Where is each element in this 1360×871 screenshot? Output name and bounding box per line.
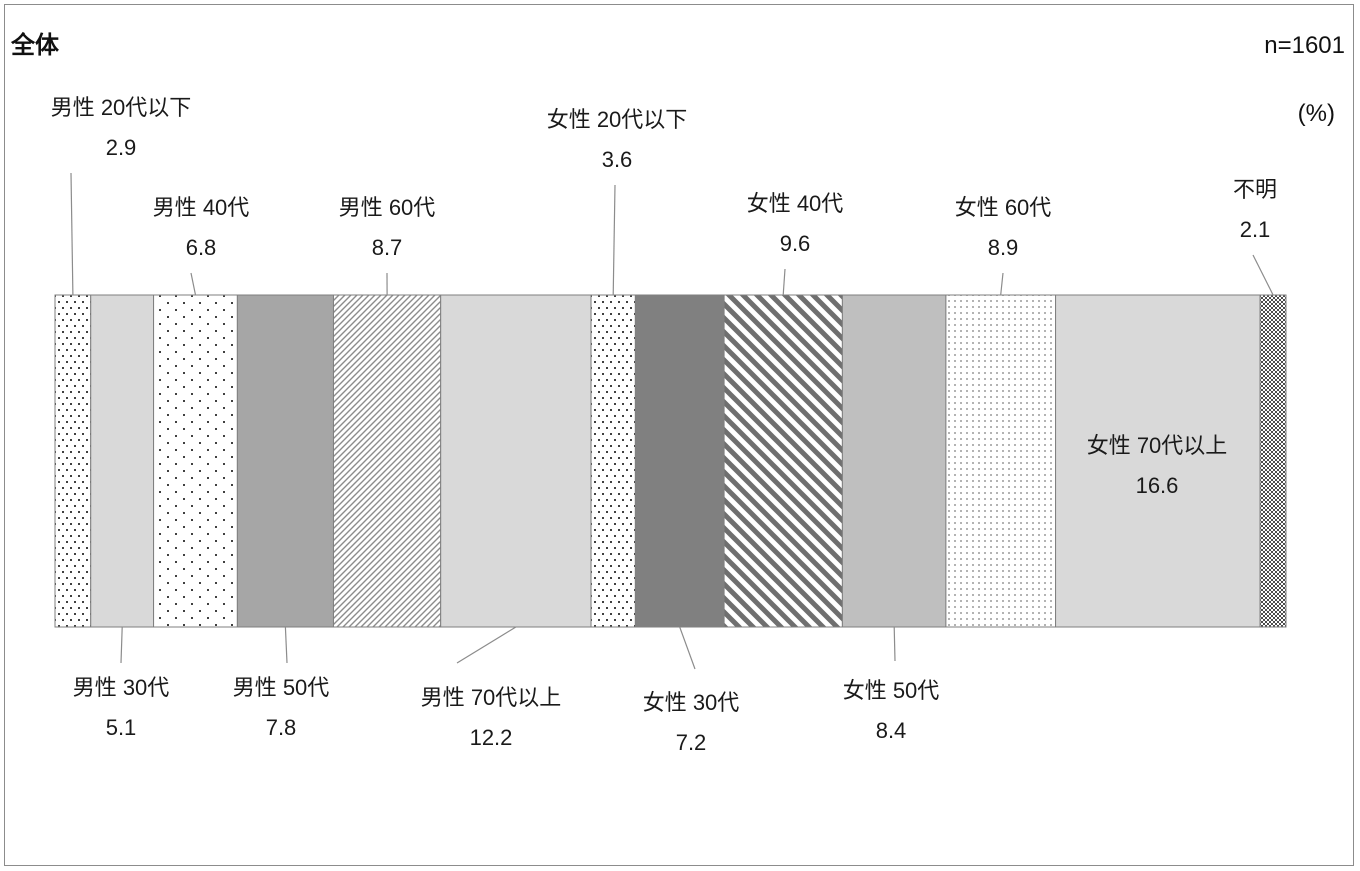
segment-4-leader — [284, 626, 288, 664]
segment-13-category-label: 不明 — [1233, 177, 1277, 202]
segment-6 — [440, 294, 592, 628]
segment-11-category-label: 女性 60代 — [955, 195, 1052, 220]
sample-size-label: n=1601 — [1264, 32, 1345, 59]
segment-2-leader — [120, 626, 123, 664]
segment-3-leader — [190, 272, 197, 296]
segment-13-leader — [1252, 254, 1274, 296]
segment-11 — [945, 294, 1057, 628]
segment-8 — [634, 294, 725, 628]
segment-1 — [54, 294, 92, 628]
segment-12 — [1055, 294, 1261, 628]
segment-9 — [723, 294, 843, 628]
segment-8-leader — [679, 626, 696, 670]
segment-9-value-label: 9.6 — [780, 231, 811, 256]
segment-4 — [236, 294, 334, 628]
segment-10 — [841, 294, 947, 628]
segment-labels: 男性 20代以下 2.9 男性 30代 5.1 男性 40代 6.8 男性 50代 7.8 男性… — [51, 95, 1277, 755]
leader-lines — [70, 172, 1274, 670]
segment-7 — [590, 294, 636, 628]
segment-10-value-label: 8.4 — [876, 718, 907, 743]
segment-4-value-label: 7.8 — [266, 715, 297, 740]
segment-2 — [90, 294, 155, 628]
segment-3 — [153, 294, 238, 628]
segment-9-category-label: 女性 40代 — [747, 191, 844, 216]
segment-12-category-label: 女性 70代以上 — [1087, 433, 1228, 458]
segment-7-leader — [612, 184, 616, 296]
bar-segments — [54, 294, 1287, 628]
segment-9-leader — [782, 268, 786, 296]
segment-3-category-label: 男性 40代 — [153, 195, 250, 220]
segment-11-value-label: 8.9 — [988, 235, 1019, 260]
segment-12-value-label: 16.6 — [1136, 473, 1179, 498]
segment-13 — [1259, 294, 1287, 628]
segment-6-leader — [456, 626, 517, 664]
segment-3-value-label: 6.8 — [186, 235, 217, 260]
segment-5-category-label: 男性 60代 — [339, 195, 436, 220]
stacked-bar-chart: 全体 n=1601 (%) 男性 20代以下 2.9 男性 30代 5.1 男性 40代… — [10, 31, 1345, 755]
segment-1-value-label: 2.9 — [106, 135, 137, 160]
segment-2-category-label: 男性 30代 — [73, 675, 170, 700]
segment-11-leader — [1000, 272, 1004, 296]
chart-frame: 全体 n=1601 (%) 男性 20代以下 2.9 男性 30代 5.1 男性 40代… — [4, 4, 1354, 866]
segment-1-leader — [70, 172, 74, 296]
segment-8-value-label: 7.2 — [676, 730, 707, 755]
segment-10-leader — [893, 626, 896, 662]
segment-6-category-label: 男性 70代以上 — [421, 685, 562, 710]
unit-label: (%) — [1298, 100, 1335, 127]
segment-6-value-label: 12.2 — [470, 725, 513, 750]
segment-4-category-label: 男性 50代 — [233, 675, 330, 700]
segment-5 — [332, 294, 442, 628]
segment-2-value-label: 5.1 — [106, 715, 137, 740]
segment-5-value-label: 8.7 — [372, 235, 403, 260]
segment-1-category-label: 男性 20代以下 — [51, 95, 192, 120]
chart-title: 全体 — [10, 31, 60, 59]
segment-13-value-label: 2.1 — [1240, 217, 1271, 242]
segment-7-category-label: 女性 20代以下 — [547, 107, 688, 132]
segment-10-category-label: 女性 50代 — [843, 678, 940, 703]
segment-7-value-label: 3.6 — [602, 147, 633, 172]
segment-8-category-label: 女性 30代 — [643, 690, 740, 715]
